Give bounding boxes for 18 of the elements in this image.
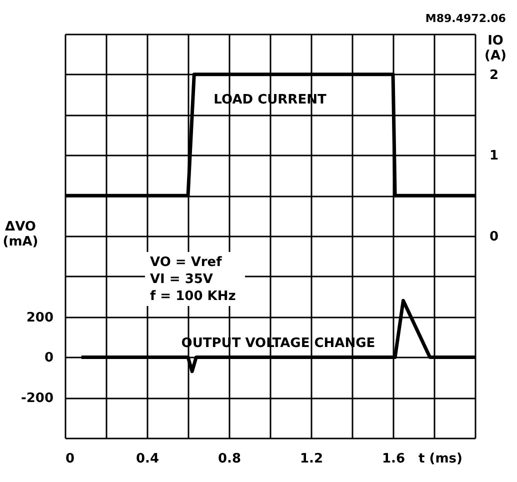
x-tick-label: 1.6 — [382, 452, 406, 466]
annotation: f = 100 KHz — [150, 289, 236, 304]
x-tick-label: 0.8 — [218, 452, 242, 466]
y-tick-label: 0 — [44, 350, 54, 366]
x-tick-label: 0.4 — [136, 452, 160, 466]
annotation: VO = Vref — [150, 255, 222, 270]
y2-tick-label: 2 — [490, 68, 499, 83]
y-axis-title: ΔVO (mA) — [2, 220, 38, 250]
y2-tick-label: 0 — [490, 230, 499, 244]
chart-title: M89.4972.06 — [425, 12, 506, 25]
y-tick-label: -200 — [20, 391, 54, 406]
y2-axis-title: IO (A) — [484, 34, 506, 64]
x-tick-label: 0 — [66, 452, 75, 466]
y-tick-label: 200 — [26, 310, 54, 326]
annotation: VI = 35V — [150, 272, 213, 287]
x-axis-title: t (ms) — [418, 452, 462, 466]
y2-tick-label: 1 — [490, 148, 499, 164]
x-tick-label: 1.2 — [300, 452, 324, 466]
